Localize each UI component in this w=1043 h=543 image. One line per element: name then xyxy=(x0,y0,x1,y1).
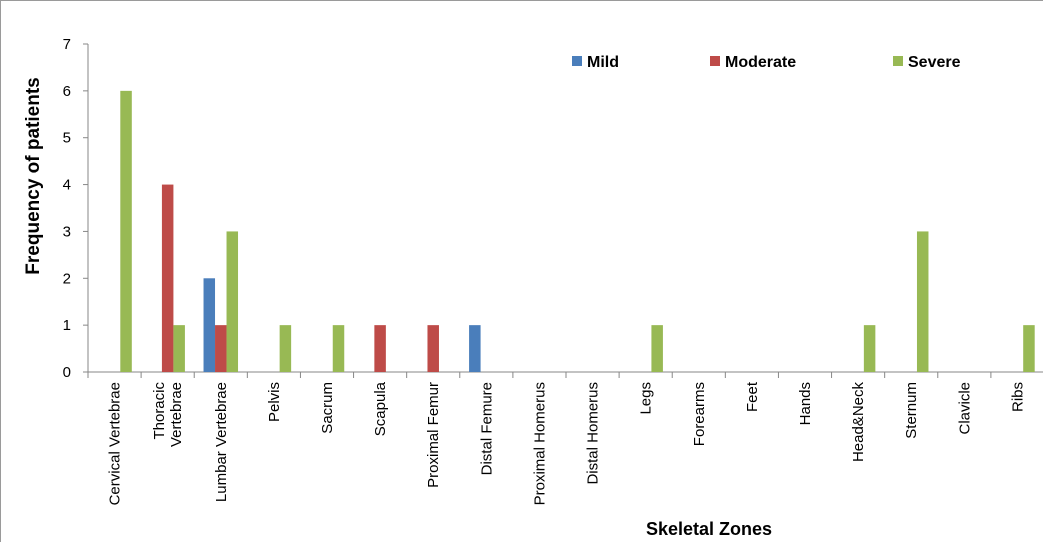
y-axis: 0 1 2 3 4 5 6 7 xyxy=(63,36,89,381)
x-tick-label: Ribs xyxy=(1009,382,1026,412)
legend-swatch-moderate xyxy=(710,56,720,66)
y-tick-label: 4 xyxy=(63,177,71,194)
bar-severe xyxy=(863,325,876,372)
bar-severe xyxy=(332,325,345,372)
legend-label-moderate: Moderate xyxy=(725,54,796,71)
bar-moderate xyxy=(427,325,439,372)
y-tick-label: 5 xyxy=(63,130,71,147)
x-axis: Cervical Vertebrae Thoracic Vertebrae Lumba… xyxy=(87,371,1043,505)
x-tick-label: Vertebrae xyxy=(168,382,185,447)
bar-severe xyxy=(120,90,132,372)
y-axis-title: Frequency of patients xyxy=(23,77,44,274)
legend-label-mild: Mild xyxy=(587,54,619,71)
x-tick-label: Head&Neck xyxy=(850,382,867,463)
bar-severe xyxy=(173,325,185,372)
bar-moderate xyxy=(374,325,386,372)
x-tick-label: Scapula xyxy=(372,381,389,436)
x-axis-title: Skeletal Zones xyxy=(646,519,772,539)
legend-label-severe: Severe xyxy=(908,54,961,71)
x-tick-label: Distal Femure xyxy=(478,382,495,475)
x-tick-label: Proximal Homerus xyxy=(531,382,548,505)
x-tick-label: Lumbar Vertebrae xyxy=(213,382,230,502)
x-tick-label: Proximal Femur xyxy=(425,382,442,488)
y-tick-label: 0 xyxy=(63,364,71,381)
x-tick-label: Cervical Vertebrae xyxy=(107,382,124,505)
y-tick-label: 1 xyxy=(63,317,71,334)
bar-severe xyxy=(916,231,929,372)
x-tick-label: Feet xyxy=(744,381,761,412)
y-tick-label: 3 xyxy=(63,223,71,240)
x-tick-label: Clavicle xyxy=(956,382,973,435)
x-tick-label: Pelvis xyxy=(266,382,283,422)
legend-swatch-mild xyxy=(572,56,582,66)
bar-mild xyxy=(203,278,216,372)
x-tick-label: Forearms xyxy=(691,382,708,446)
x-tick-label: Sternum xyxy=(903,382,920,439)
y-tick-label: 7 xyxy=(63,36,71,53)
bar-severe xyxy=(1023,325,1035,372)
bar-mild xyxy=(469,325,481,372)
x-tick-label: Distal Homerus xyxy=(585,382,602,485)
bar-severe xyxy=(279,325,292,372)
y-tick-label: 6 xyxy=(63,83,71,100)
x-tick-label: Thoracic xyxy=(151,382,168,440)
x-tick-label: Hands xyxy=(797,382,814,425)
legend-swatch-severe xyxy=(893,56,903,66)
x-tick-label: Sacrum xyxy=(319,382,336,434)
bars xyxy=(120,90,1035,372)
bar-severe xyxy=(226,231,239,372)
y-tick-label: 2 xyxy=(63,270,71,287)
legend: Mild Moderate Severe xyxy=(572,54,961,71)
bar-moderate xyxy=(215,325,227,372)
bar-severe xyxy=(651,325,663,372)
bar-moderate xyxy=(161,184,174,372)
x-tick-label: Legs xyxy=(638,382,655,415)
